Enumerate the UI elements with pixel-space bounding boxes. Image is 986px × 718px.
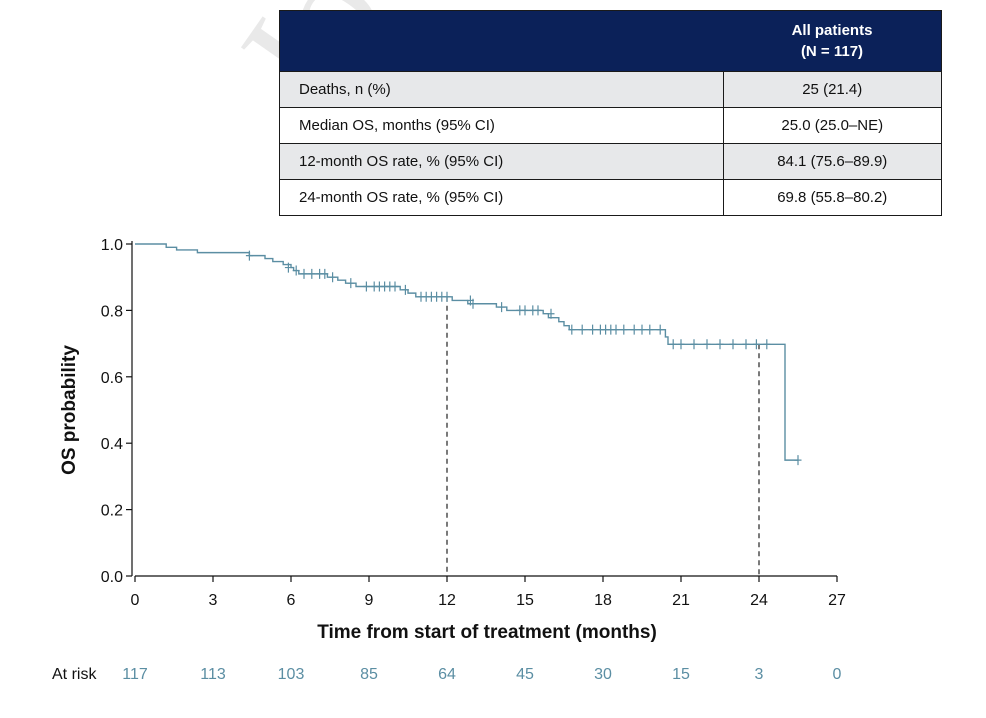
x-tick-label: 24 <box>750 592 768 609</box>
censor-mark <box>498 302 506 313</box>
censor-mark <box>362 281 370 292</box>
x-tick-label: 27 <box>828 592 846 609</box>
censor-mark <box>547 308 555 319</box>
at-risk-value: 15 <box>672 666 690 683</box>
summary-row-deaths: Deaths, n (%) 25 (21.4) <box>279 71 942 108</box>
row-label: Deaths, n (%) <box>279 71 724 108</box>
at-risk-label: At risk <box>52 666 97 683</box>
at-risk-value: 103 <box>277 666 305 683</box>
censor-mark <box>292 265 300 276</box>
y-tick-label: 0.6 <box>101 370 123 387</box>
at-risk-value: 3 <box>754 666 764 683</box>
y-tick-label: 0.8 <box>101 303 123 320</box>
y-tick-label: 0.0 <box>101 569 123 586</box>
censor-mark <box>669 339 677 350</box>
y-tick-label: 0.2 <box>101 503 123 520</box>
summary-table: All patients (N = 117) Deaths, n (%) 25 … <box>279 10 942 216</box>
censor-mark <box>638 324 646 335</box>
x-tick-label: 21 <box>672 592 690 609</box>
censor-mark <box>620 324 628 335</box>
summary-row-12-month-os: 12-month OS rate, % (95% CI) 84.1 (75.6–… <box>279 143 942 180</box>
y-tick-label: 0.4 <box>101 436 123 453</box>
censor-mark <box>646 324 654 335</box>
censor-mark <box>245 250 253 261</box>
at-risk-value: 85 <box>360 666 378 683</box>
summary-header-all-patients: All patients (N = 117) <box>723 10 942 72</box>
row-value: 25.0 (25.0–NE) <box>722 107 942 144</box>
x-axis-label: Time from start of treatment (months) <box>317 622 657 643</box>
censor-mark <box>716 339 724 350</box>
censor-mark <box>656 324 664 335</box>
censor-mark <box>521 305 529 316</box>
censor-mark <box>443 291 451 302</box>
censor-mark <box>677 339 685 350</box>
header-line-2: (N = 117) <box>800 43 864 60</box>
censor-mark <box>729 339 737 350</box>
series-all-patients <box>135 243 798 461</box>
summary-row-median-os: Median OS, months (95% CI) 25.0 (25.0–NE… <box>279 107 942 144</box>
row-label: 24-month OS rate, % (95% CI) <box>279 179 724 216</box>
row-label: Median OS, months (95% CI) <box>279 107 724 144</box>
row-value: 84.1 (75.6–89.9) <box>722 143 942 180</box>
at-risk-value: 113 <box>200 666 226 683</box>
censor-mark <box>752 339 760 350</box>
reference-lines <box>446 296 760 576</box>
x-tick-label: 15 <box>516 592 534 609</box>
censor-mark <box>534 305 542 316</box>
at-risk-value: 45 <box>516 666 534 683</box>
header-line-1: All patients <box>791 22 873 39</box>
summary-row-24-month-os: 24-month OS rate, % (95% CI) 69.8 (55.8–… <box>279 179 942 216</box>
at-risk-value: 0 <box>832 666 842 683</box>
x-tick-label: 18 <box>594 592 612 609</box>
censor-mark <box>329 272 337 283</box>
censor-mark <box>401 284 409 295</box>
at-risk-value: 30 <box>594 666 612 683</box>
summary-header-empty <box>279 10 723 72</box>
censor-mark <box>300 268 308 279</box>
km-curve <box>135 243 798 461</box>
censor-mark <box>568 324 576 335</box>
row-label: 12-month OS rate, % (95% CI) <box>279 143 724 180</box>
summary-header-row: All patients (N = 117) <box>279 10 942 72</box>
censor-mark <box>742 339 750 350</box>
censor-mark <box>321 268 329 279</box>
censor-mark <box>763 339 771 350</box>
censor-mark <box>690 339 698 350</box>
censor-mark <box>794 455 802 466</box>
at-risk-value: 64 <box>438 666 456 683</box>
censor-mark <box>308 268 316 279</box>
x-tick-label: 9 <box>365 592 374 609</box>
censor-mark <box>703 339 711 350</box>
x-tick-label: 0 <box>131 592 140 609</box>
censor-mark <box>578 324 586 335</box>
x-tick-label: 12 <box>438 592 456 609</box>
x-tick-label: 3 <box>209 592 218 609</box>
censor-mark <box>284 262 292 273</box>
censor-mark <box>589 324 597 335</box>
at-risk-value: 117 <box>122 666 148 683</box>
censor-marks <box>245 250 802 466</box>
x-tick-label: 6 <box>287 592 296 609</box>
censor-mark <box>469 298 477 309</box>
censor-mark <box>612 324 620 335</box>
censor-mark <box>347 278 355 289</box>
censor-mark <box>391 281 399 292</box>
at-risk-row: 117 113 103 85 64 45 30 15 3 0 <box>0 666 986 688</box>
row-value: 69.8 (55.8–80.2) <box>722 179 942 216</box>
y-axis-label: OS probability <box>59 345 80 475</box>
row-value: 25 (21.4) <box>722 71 942 108</box>
y-tick-label: 1.0 <box>101 237 123 254</box>
axes: 0 3 6 9 12 15 18 21 24 27 0.0 0.2 0.4 0.6 0.8 1.0 <box>101 237 846 609</box>
censor-mark <box>630 324 638 335</box>
